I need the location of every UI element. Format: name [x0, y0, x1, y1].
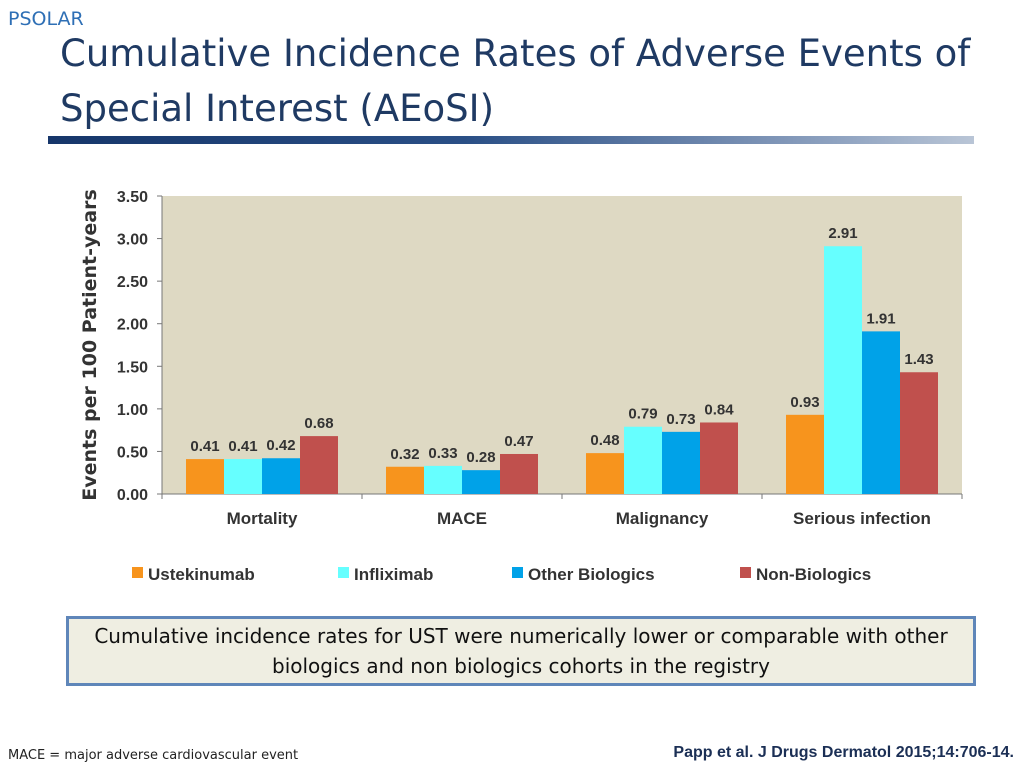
data-label: 0.41 [228, 438, 257, 455]
legend-swatch [512, 567, 523, 578]
bar [424, 465, 462, 494]
y-tick-label: 3.00 [117, 232, 148, 249]
slide-title: Cumulative Incidence Rates of Adverse Ev… [60, 32, 971, 130]
brand-label: PSOLAR [8, 8, 84, 30]
bar [500, 453, 538, 494]
legend-label: Non-Biologics [756, 565, 871, 584]
bar [900, 372, 938, 494]
data-label: 2.91 [828, 225, 857, 242]
x-category-label: Serious infection [793, 509, 931, 528]
bar [862, 331, 900, 494]
data-label: 0.68 [304, 415, 333, 432]
bar [262, 458, 300, 494]
bar [224, 459, 262, 494]
y-tick-label: 3.50 [117, 189, 148, 206]
y-tick-label: 0.50 [117, 444, 148, 461]
legend-swatch [338, 567, 349, 578]
data-label: 0.28 [466, 449, 495, 466]
y-tick-label: 2.00 [117, 317, 148, 334]
data-label: 0.79 [628, 406, 657, 423]
y-axis-title: Events per 100 Patient-years [79, 189, 101, 501]
bar [186, 459, 224, 494]
bar-chart: 0.00 0.50 1.00 1.50 2.00 2.50 3.00 3.50 Events p… [79, 189, 963, 584]
data-label: 0.93 [790, 394, 819, 411]
summary-text: Cumulative incidence rates for UST were … [94, 624, 948, 678]
y-tick-label: 1.50 [117, 359, 148, 376]
bar [300, 436, 338, 494]
data-label: 0.32 [390, 446, 419, 463]
x-category-label: MACE [437, 509, 487, 528]
data-label: 0.41 [190, 438, 219, 455]
y-tick-label: 1.00 [117, 402, 148, 419]
legend-label: Infliximab [354, 565, 433, 584]
bar [786, 414, 824, 494]
title-divider [48, 136, 974, 144]
bar [586, 453, 624, 494]
data-label: 0.73 [666, 411, 695, 428]
data-label: 1.43 [904, 351, 933, 368]
summary-callout: Cumulative incidence rates for UST were … [66, 616, 976, 686]
legend-label: Other Biologics [528, 565, 655, 584]
bar [386, 466, 424, 494]
footnote: MACE = major adverse cardiovascular even… [8, 748, 299, 763]
bar [662, 431, 700, 494]
data-label: 0.47 [504, 433, 533, 450]
bar [824, 246, 862, 494]
citation: Papp et al. J Drugs Dermatol 2015;14:706… [673, 744, 1014, 761]
x-category-label: Malignancy [616, 509, 709, 528]
y-tick-label: 2.50 [117, 274, 148, 291]
data-label: 0.84 [704, 401, 734, 418]
legend-label: Ustekinumab [148, 565, 255, 584]
bar [624, 426, 662, 494]
legend-swatch [740, 567, 751, 578]
x-category-label: Mortality [227, 509, 298, 528]
y-tick-label: 0.00 [117, 487, 148, 504]
bar [462, 470, 500, 494]
data-label: 0.33 [428, 445, 457, 462]
data-label: 0.42 [266, 437, 295, 454]
legend-swatch [132, 567, 143, 578]
bar [700, 422, 738, 494]
data-label: 0.48 [590, 432, 619, 449]
data-label: 1.91 [866, 310, 895, 327]
